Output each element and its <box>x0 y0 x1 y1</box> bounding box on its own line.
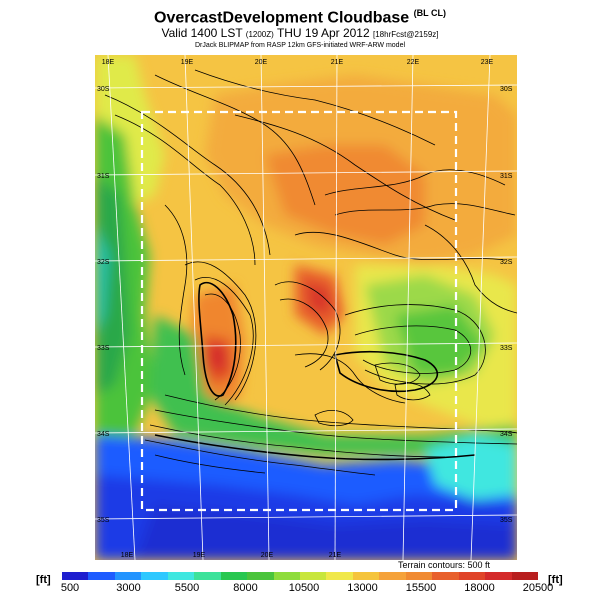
lon-labels-top: 18E 19E 20E 21E 22E 23E <box>102 59 494 66</box>
lat-label: 32S <box>97 259 110 266</box>
color-scale-swatch <box>62 572 89 580</box>
lat-label: 34S <box>500 431 513 438</box>
lat-label: 31S <box>97 173 110 180</box>
color-field <box>95 55 517 560</box>
lon-label: 23E <box>481 59 494 66</box>
lat-label: 32S <box>500 259 513 266</box>
color-scale-swatch <box>300 572 327 580</box>
color-scale-swatch <box>167 572 195 580</box>
color-scale-label: 5500 <box>174 582 200 594</box>
lat-label: 31S <box>500 173 513 180</box>
lon-label: 20E <box>255 59 268 66</box>
color-scale-swatch <box>485 572 513 580</box>
lon-label: 20E <box>261 552 274 559</box>
color-scale-swatch <box>326 572 354 580</box>
color-scale-swatch <box>220 572 248 580</box>
color-scale-label: 8000 <box>233 582 258 594</box>
lat-label: 35S <box>500 517 513 524</box>
map-svg: 18E 19E 20E 21E 22E 23E 18E 19E 20E 21E … <box>95 55 517 560</box>
valid-prefix: Valid 1400 LST <box>161 26 243 40</box>
lat-label: 33S <box>500 345 513 352</box>
lon-label: 19E <box>193 552 206 559</box>
terrain-contour-note: Terrain contours: 500 ft <box>398 560 491 570</box>
lat-label: 30S <box>97 86 110 93</box>
terrain-contours <box>104 69 517 476</box>
lon-label: 21E <box>331 59 344 66</box>
color-scale-bar <box>62 572 539 580</box>
unit-label-left: [ft] <box>36 574 51 586</box>
valid-code: (1200Z) <box>245 30 274 39</box>
lat-label: 30S <box>500 86 513 93</box>
unit-label-right: [ft] <box>548 574 563 586</box>
lon-label: 22E <box>407 59 420 66</box>
color-scale-swatch <box>432 572 460 580</box>
color-scale-swatch <box>458 572 486 580</box>
major-contours <box>154 281 476 461</box>
color-scale-swatch <box>273 572 301 580</box>
lon-labels-bottom: 18E 19E 20E 21E <box>121 552 342 559</box>
color-scale-label: 10500 <box>288 582 320 594</box>
color-scale-swatch <box>405 572 433 580</box>
lon-label: 21E <box>329 552 342 559</box>
color-scale-label: 13000 <box>347 582 378 594</box>
color-scale-label: 500 <box>60 582 80 594</box>
title-text: OvercastDevelopment Cloudbase <box>154 9 410 27</box>
valid-time: Valid 1400 LST (1200Z) THU 19 Apr 2012 [… <box>0 26 600 40</box>
lat-label: 33S <box>97 345 110 352</box>
color-scale-swatch <box>511 572 539 580</box>
lon-label: 19E <box>181 59 194 66</box>
lat-labels-left: 30S 31S 32S 33S 34S 35S <box>97 86 110 524</box>
forecast-map: 18E 19E 20E 21E 22E 23E 18E 19E 20E 21E … <box>95 55 517 560</box>
color-scale-label: 18000 <box>464 582 495 594</box>
color-scale-swatch <box>114 572 142 580</box>
chart-title: OvercastDevelopment Cloudbase (BL CL) <box>0 8 600 27</box>
lon-label: 18E <box>102 59 115 66</box>
color-scale-swatch <box>194 572 222 580</box>
lat-lon-grid <box>95 55 517 560</box>
model-credit: DrJack BLIPMAP from RASP 12km GFS-initia… <box>194 42 406 49</box>
color-scale-swatch <box>379 572 407 580</box>
color-scale-swatch <box>352 572 380 580</box>
color-scale-label: 20500 <box>522 582 554 594</box>
lat-labels-right: 30S 31S 32S 33S 34S 35S <box>500 86 513 524</box>
color-scale-swatch <box>88 572 116 580</box>
color-scale-label: 3000 <box>116 582 141 594</box>
valid-date: THU 19 Apr 2012 <box>276 26 370 40</box>
color-scale-swatch <box>247 572 275 580</box>
color-scale-swatch <box>141 572 169 580</box>
title-suffix: (BL CL) <box>413 8 446 18</box>
lat-label: 35S <box>97 517 110 524</box>
lat-label: 34S <box>97 431 110 438</box>
inner-domain-box <box>140 110 458 512</box>
lon-label: 18E <box>121 552 134 559</box>
color-scale-label: 15500 <box>405 582 437 594</box>
valid-forecast: [18hrFcst@2159z] <box>373 30 439 39</box>
